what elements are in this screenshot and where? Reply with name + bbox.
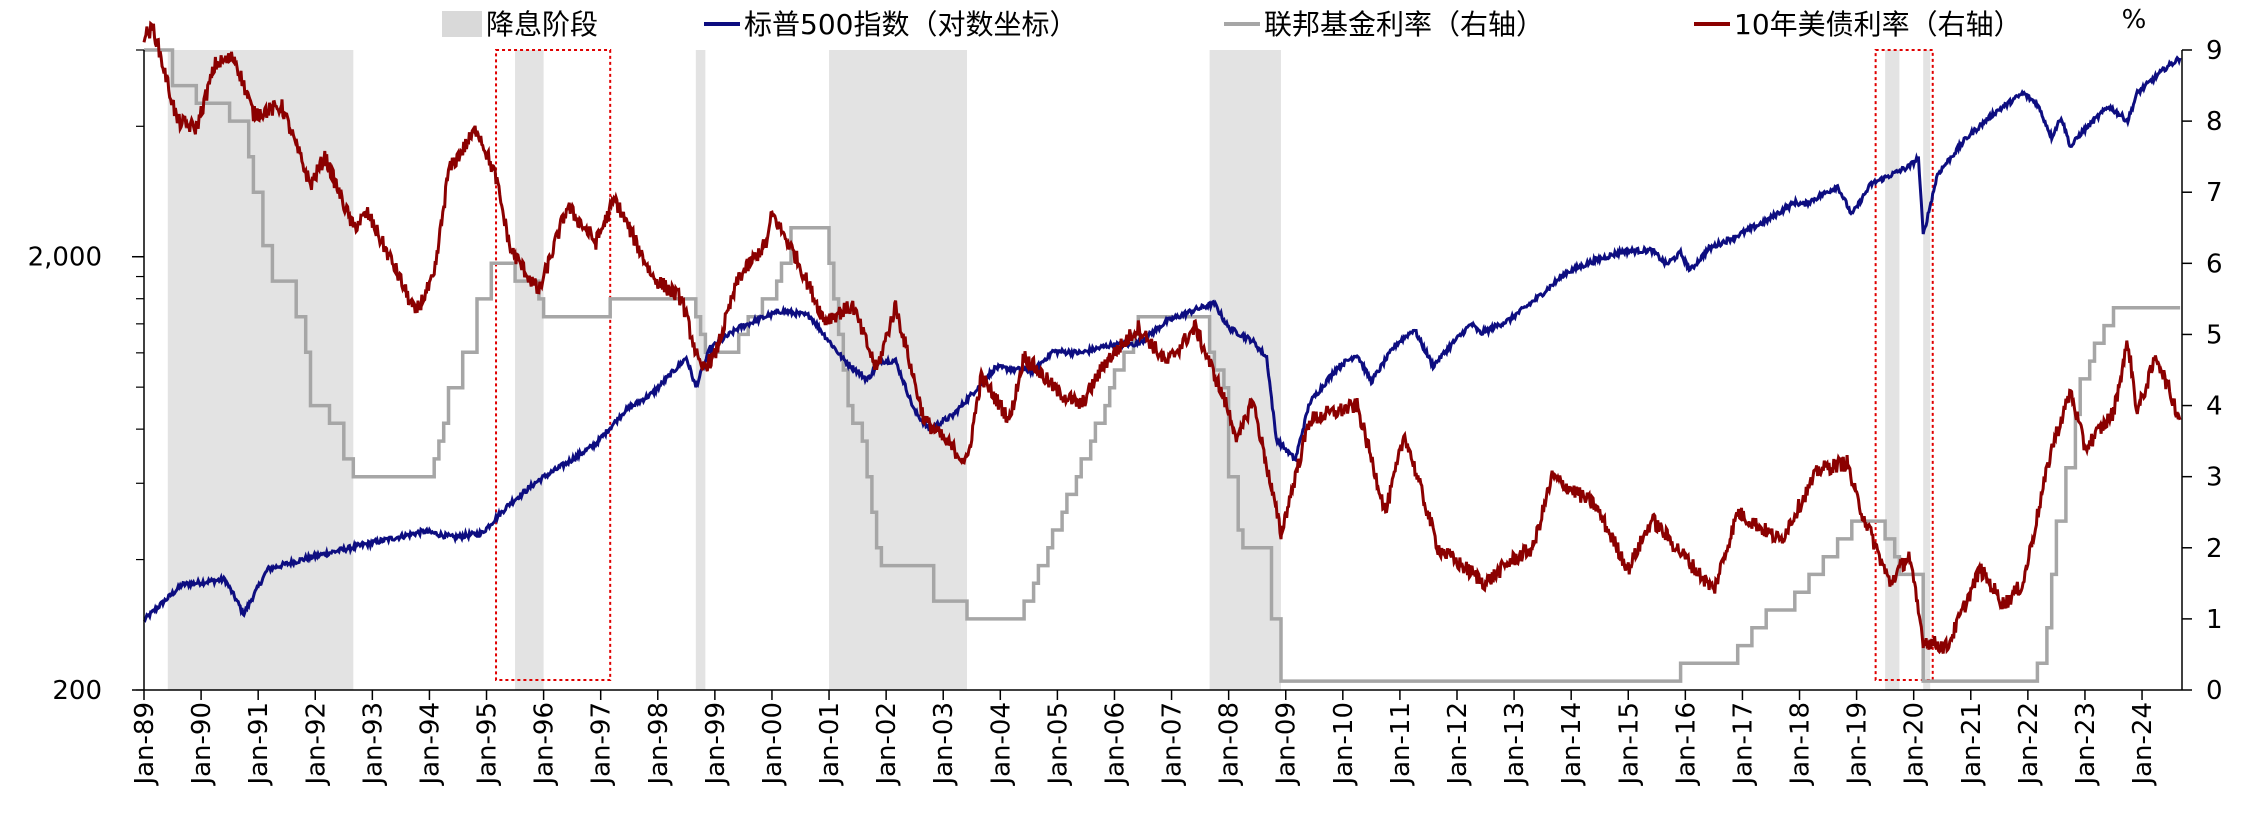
series-line-sp500 [142, 55, 2182, 623]
legend-label-ffr: 联邦基金利率（右轴） [1264, 8, 1544, 41]
x-axis-tick-label: Jan-18 [1786, 702, 1816, 787]
legend-swatch-cut [442, 11, 482, 37]
cut-period-band [515, 50, 544, 690]
x-axis-tick-label: Jan-95 [473, 702, 503, 787]
right-axis-tick-label: 6 [2206, 249, 2223, 279]
right-axis-tick-label: 3 [2206, 463, 2223, 493]
x-axis-tick-label: Jan-01 [815, 702, 845, 787]
right-axis-tick-label: 7 [2206, 178, 2223, 208]
legend: 降息阶段 标普500指数（对数坐标） 联邦基金利率（右轴） 10年美债利率（右轴） [442, 8, 2022, 41]
series-line-ffr [144, 48, 2181, 683]
x-axis-tick-label: Jan-12 [1443, 702, 1473, 787]
x-axis-tick-label: Jan-94 [415, 702, 445, 787]
x-axis-tick-label: Jan-08 [1215, 702, 1245, 787]
cut-period-band [1885, 50, 1900, 690]
right-axis-tick-label: 4 [2206, 392, 2223, 422]
left-axis-tick-label: 2,000 [28, 243, 102, 273]
x-axis-tick-label: Jan-96 [530, 702, 560, 787]
x-axis-tick-label: Jan-17 [1728, 702, 1758, 787]
series-line-t10 [142, 20, 2182, 655]
highlight-box [495, 49, 612, 681]
left-axis-tick-label: 200 [52, 676, 102, 706]
x-axis-tick-label: Jan-04 [986, 702, 1016, 787]
cut-periods [167, 50, 1931, 690]
x-axis-tick-label: Jan-14 [1557, 702, 1587, 787]
legend-label-sp500: 标普500指数（对数坐标） [744, 8, 1077, 41]
x-axis-tick-label: Jan-99 [701, 702, 731, 787]
right-axis-unit: % [2122, 5, 2147, 35]
x-axis-tick-label: Jan-19 [1843, 702, 1873, 787]
x-axis-tick-label: Jan-13 [1500, 702, 1530, 787]
cut-period-band [167, 50, 354, 690]
x-axis-tick-label: Jan-21 [1957, 702, 1987, 787]
x-axis-tick-label: Jan-89 [130, 702, 160, 787]
x-axis-tick-label: Jan-09 [1272, 702, 1302, 787]
highlight-boxes [495, 49, 1934, 681]
x-axis-tick-label: Jan-03 [929, 702, 959, 787]
axes: 200 2,000 0 1 2 3 4 5 6 7 8 9% Jan-89 Jan-90 Jan-91 Jan… [28, 5, 2223, 787]
x-axis-tick-label: Jan-05 [1043, 702, 1073, 787]
right-axis-tick-label: 8 [2206, 107, 2223, 137]
x-axis-tick-label: Jan-90 [187, 702, 217, 787]
x-axis-tick-label: Jan-15 [1614, 702, 1644, 787]
x-axis-tick-label: Jan-20 [1900, 702, 1930, 787]
legend-label-t10: 10年美债利率（右轴） [1734, 8, 2022, 41]
x-axis-tick-label: Jan-11 [1386, 702, 1416, 787]
x-axis-tick-label: Jan-00 [758, 702, 788, 787]
x-axis-tick-label: Jan-07 [1158, 702, 1188, 787]
right-axis-tick-label: 5 [2206, 320, 2223, 350]
x-axis-tick-label: Jan-22 [2014, 702, 2044, 787]
x-axis-tick-label: Jan-92 [301, 702, 331, 787]
x-axis-tick-label: Jan-91 [244, 702, 274, 787]
x-axis-tick-label: Jan-23 [2071, 702, 2101, 787]
right-axis-tick-label: 0 [2206, 676, 2223, 706]
x-axis-tick-label: Jan-06 [1101, 702, 1131, 787]
x-axis-tick-label: Jan-10 [1329, 702, 1359, 787]
x-axis-tick-label: Jan-02 [872, 702, 902, 787]
x-axis-tick-label: Jan-93 [358, 702, 388, 787]
x-axis-tick-label: Jan-98 [644, 702, 674, 787]
series-lines [142, 20, 2182, 683]
legend-label-cut: 降息阶段 [486, 8, 598, 41]
right-axis-tick-label: 9 [2206, 36, 2223, 66]
x-axis-tick-label: Jan-97 [587, 702, 617, 787]
right-axis-tick-label: 1 [2206, 605, 2223, 635]
cut-period-band [1923, 50, 1931, 690]
x-axis-tick-label: Jan-24 [2128, 702, 2158, 787]
right-axis-tick-label: 2 [2206, 534, 2223, 564]
highlight-box [1874, 49, 1934, 681]
x-axis-tick-label: Jan-16 [1671, 702, 1701, 787]
